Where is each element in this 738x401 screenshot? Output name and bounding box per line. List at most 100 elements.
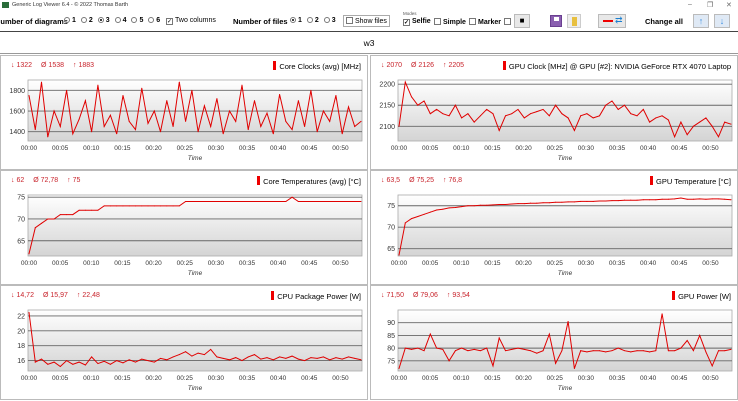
- data-point: [203, 354, 205, 356]
- data-point: [122, 362, 124, 364]
- camera-checkbox[interactable]: [504, 18, 513, 26]
- data-point: [304, 126, 306, 128]
- data-point: [72, 363, 74, 365]
- line-chart[interactable]: 65 70 75 00:00 00:05 00:10 00:15 00:20 00:25 00:3…: [1, 171, 369, 286]
- data-point: [655, 350, 657, 352]
- data-point: [91, 209, 93, 211]
- data-point: [153, 361, 155, 363]
- data-point: [47, 136, 49, 138]
- diagrams-radio-group: 1 2 3 4 5 6: [64, 17, 163, 24]
- stats: ↓ 14,72 Ø 15,97 ↑ 22,48: [11, 292, 109, 299]
- files-radio-3[interactable]: 3: [323, 17, 336, 24]
- data-point: [222, 133, 224, 135]
- x-tick-label: 00:25: [547, 375, 564, 382]
- data-point: [586, 200, 588, 202]
- data-point: [97, 363, 99, 365]
- red-line-icon: [603, 20, 613, 22]
- data-point: [347, 356, 349, 358]
- diagrams-radio-5[interactable]: 5: [131, 17, 143, 24]
- diagrams-radio-1[interactable]: 1: [64, 17, 76, 24]
- x-tick-label: 00:25: [547, 260, 564, 267]
- x-tick-label: 00:45: [301, 375, 318, 382]
- data-point: [297, 201, 299, 203]
- x-axis-label: Time: [188, 155, 203, 162]
- line-chart[interactable]: 65 70 75 00:00 00:05 00:10 00:15 00:20 00:25 00:3…: [371, 171, 738, 286]
- minimize-button[interactable]: –: [688, 1, 692, 8]
- line-chart[interactable]: 1400 1600 1800 00:00 00:05 00:10 00:15 00:20 00:…: [1, 56, 369, 171]
- marker-checkbox[interactable]: Marker: [469, 18, 501, 26]
- diagrams-radio-6[interactable]: 6: [148, 17, 160, 24]
- show-files-checkbox[interactable]: Show files: [343, 15, 390, 27]
- close-button[interactable]: ✕: [726, 2, 732, 9]
- data-point: [436, 108, 438, 110]
- data-point: [160, 357, 162, 359]
- data-point: [285, 120, 287, 122]
- arrow-down-icon: ↓: [719, 16, 725, 26]
- line-chart[interactable]: 75 80 85 90 00:00 00:05 00:10 00:15 00:20 00:25 00…: [371, 286, 738, 401]
- data-point: [567, 201, 569, 203]
- data-point: [166, 100, 168, 102]
- avg-value: Ø 2126: [411, 62, 434, 69]
- data-point: [279, 201, 281, 203]
- data-point: [228, 201, 230, 203]
- data-point: [147, 360, 149, 362]
- data-point: [210, 348, 212, 350]
- files-radio-2[interactable]: 2: [306, 17, 319, 24]
- x-axis-label: Time: [558, 270, 573, 277]
- data-point: [216, 356, 218, 358]
- data-point: [542, 108, 544, 110]
- data-point: [191, 89, 193, 91]
- x-tick-label: 00:00: [21, 260, 38, 267]
- diagrams-radio-3[interactable]: 3: [97, 17, 110, 24]
- data-point: [360, 201, 362, 203]
- data-point: [134, 361, 136, 363]
- open-folder-button[interactable]: [567, 14, 581, 28]
- data-point: [417, 215, 419, 217]
- line-chart[interactable]: 16 18 20 22 00:00 00:05 00:10 00:15 00:20 00:25 00…: [1, 286, 369, 401]
- data-point: [636, 115, 638, 117]
- data-point: [322, 201, 324, 203]
- data-point: [705, 351, 707, 353]
- data-point: [661, 115, 663, 117]
- simple-checkbox[interactable]: Simple: [434, 18, 466, 26]
- x-tick-label: 00:20: [515, 375, 532, 382]
- data-point: [329, 201, 331, 203]
- data-point: [661, 198, 663, 200]
- camera-button[interactable]: ■: [514, 14, 530, 28]
- move-down-button[interactable]: ↓: [714, 14, 730, 28]
- maximize-button[interactable]: ❐: [707, 2, 714, 9]
- chart-panel-gpu-clock-mhz-gpu-2-nvidia-geforce-rtx-4070-laptop: ↓ 2070 Ø 2126 ↑ 2205 GPU Clock [MHz] @ GPU…: [370, 55, 738, 170]
- line-chart[interactable]: 2100 2150 2200 00:00 00:05 00:10 00:15 00:20 00:…: [371, 56, 738, 171]
- two-columns-checkbox[interactable]: ✓ Two columns: [166, 17, 216, 25]
- data-point: [360, 120, 362, 122]
- move-up-button[interactable]: ↑: [693, 14, 709, 28]
- selfie-checkbox[interactable]: ✓ Selfie: [403, 18, 431, 26]
- data-point: [134, 205, 136, 207]
- chart-panel-gpu-power-w: ↓ 71,50 Ø 79,06 ↑ 93,54 GPU Power [W] 75 80 8…: [370, 285, 738, 400]
- data-point: [498, 203, 500, 205]
- data-point: [667, 350, 669, 352]
- data-point: [573, 367, 575, 369]
- data-point: [354, 126, 356, 128]
- data-point: [630, 113, 632, 115]
- data-point: [185, 351, 187, 353]
- data-point: [624, 350, 626, 352]
- x-tick-label: 00:00: [21, 375, 38, 382]
- diagrams-radio-2[interactable]: 2: [80, 17, 93, 24]
- save-button[interactable]: [550, 15, 562, 27]
- diagrams-radio-4[interactable]: 4: [114, 17, 126, 24]
- data-point: [498, 337, 500, 339]
- data-point: [592, 200, 594, 202]
- data-point: [686, 134, 688, 136]
- series-line: [398, 80, 732, 139]
- data-point: [442, 113, 444, 115]
- y-tick-label: 1600: [9, 109, 25, 116]
- swap-line-button[interactable]: ⇄: [598, 14, 626, 28]
- data-point: [53, 361, 55, 363]
- data-point: [222, 357, 224, 359]
- y-tick-label: 20: [17, 328, 25, 335]
- max-value: ↑ 2205: [443, 62, 465, 69]
- data-point: [504, 203, 506, 205]
- data-point: [705, 117, 707, 119]
- files-radio-1[interactable]: 1: [290, 17, 302, 24]
